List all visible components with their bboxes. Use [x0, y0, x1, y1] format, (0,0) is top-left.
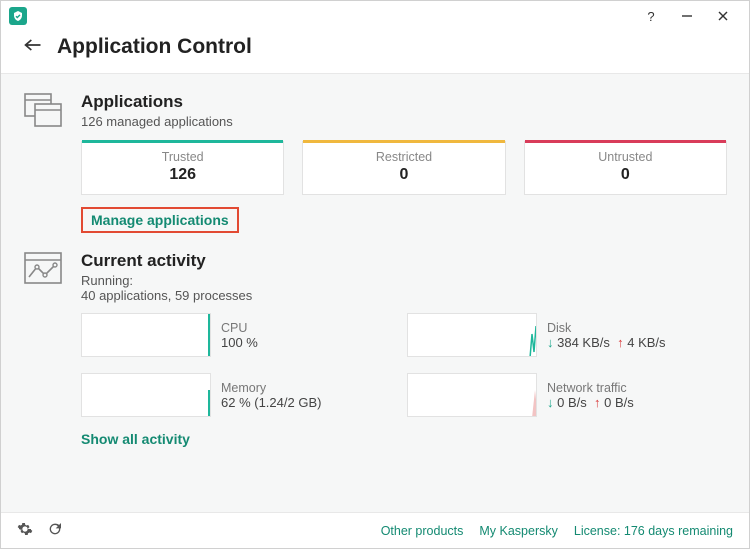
settings-button[interactable]: [17, 521, 33, 541]
back-button[interactable]: [23, 36, 43, 59]
arrow-up-icon: ↑: [594, 395, 601, 410]
category-label: Trusted: [82, 150, 283, 164]
applications-title: Applications: [81, 92, 727, 112]
memory-chart: [81, 373, 211, 417]
applications-subtitle: 126 managed applications: [81, 114, 727, 129]
memory-value: 62 % (1.24/2 GB): [221, 395, 321, 410]
category-trusted[interactable]: Trusted 126: [81, 141, 284, 195]
arrow-down-icon: ↓: [547, 395, 554, 410]
disk-value: ↓ 384 KB/s ↑ 4 KB/s: [547, 335, 666, 350]
category-count: 0: [525, 166, 726, 184]
page-title: Application Control: [57, 35, 252, 59]
refresh-button[interactable]: [47, 521, 63, 541]
show-all-activity-link[interactable]: Show all activity: [81, 431, 190, 447]
close-button[interactable]: [705, 2, 741, 30]
category-bar: [303, 140, 504, 143]
manage-applications-link[interactable]: Manage applications: [81, 207, 239, 233]
cpu-label: CPU: [221, 321, 258, 335]
network-chart: [407, 373, 537, 417]
my-kaspersky-link[interactable]: My Kaspersky: [479, 524, 558, 538]
running-detail: 40 applications, 59 processes: [81, 288, 727, 303]
minimize-button[interactable]: [669, 2, 705, 30]
cpu-chart: [81, 313, 211, 357]
memory-label: Memory: [221, 381, 321, 395]
license-link[interactable]: License: 176 days remaining: [574, 524, 733, 538]
category-count: 126: [82, 166, 283, 184]
category-bar: [525, 140, 726, 143]
category-label: Restricted: [303, 150, 504, 164]
metric-cpu[interactable]: CPU 100 %: [81, 313, 381, 357]
cpu-value: 100 %: [221, 335, 258, 350]
other-products-link[interactable]: Other products: [381, 524, 464, 538]
arrow-up-icon: ↑: [617, 335, 624, 350]
applications-icon: [23, 92, 65, 233]
network-label: Network traffic: [547, 381, 634, 395]
category-bar: [82, 140, 283, 143]
metric-disk[interactable]: Disk ↓ 384 KB/s ↑ 4 KB/s: [407, 313, 707, 357]
disk-chart: [407, 313, 537, 357]
category-count: 0: [303, 166, 504, 184]
metric-memory[interactable]: Memory 62 % (1.24/2 GB): [81, 373, 381, 417]
metric-network[interactable]: Network traffic ↓ 0 B/s ↑ 0 B/s: [407, 373, 707, 417]
arrow-down-icon: ↓: [547, 335, 554, 350]
help-button[interactable]: ?: [633, 2, 669, 30]
app-logo: [9, 7, 27, 25]
category-untrusted[interactable]: Untrusted 0: [524, 141, 727, 195]
category-restricted[interactable]: Restricted 0: [302, 141, 505, 195]
activity-title: Current activity: [81, 251, 727, 271]
activity-icon: [23, 251, 65, 449]
disk-label: Disk: [547, 321, 666, 335]
network-value: ↓ 0 B/s ↑ 0 B/s: [547, 395, 634, 410]
running-label: Running:: [81, 273, 727, 288]
category-label: Untrusted: [525, 150, 726, 164]
